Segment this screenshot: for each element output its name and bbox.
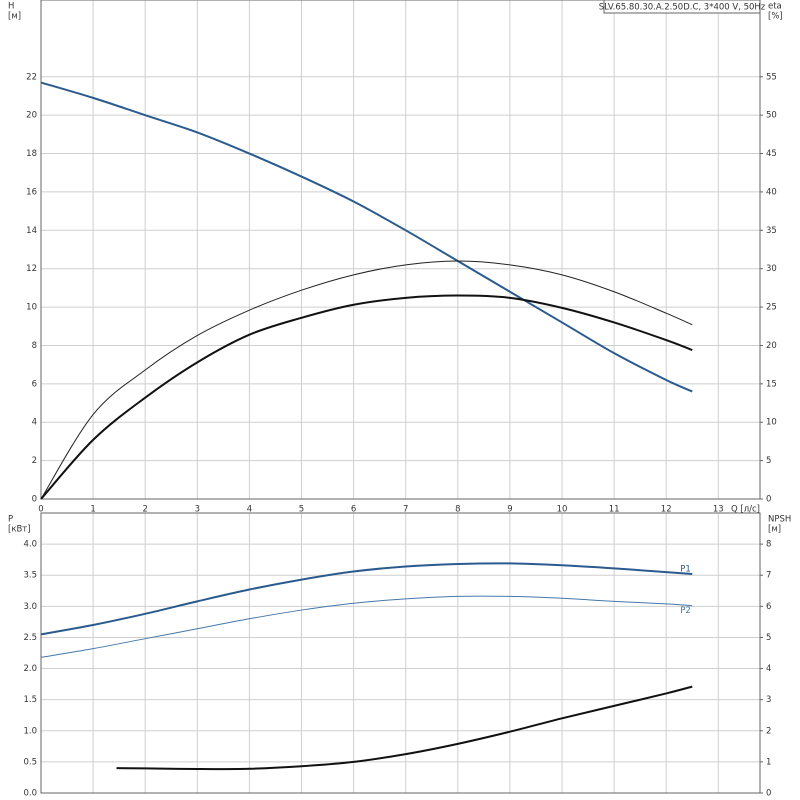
y-axis-unit: [м]: [8, 12, 21, 22]
y2-tick-label: 50: [766, 111, 777, 121]
y-tick-label: 22: [26, 72, 37, 82]
x-tick-label: 1: [90, 505, 95, 515]
plot-frame: [40, 512, 761, 794]
y-tick-label: 0: [32, 495, 37, 505]
x-tick-label: 3: [195, 505, 200, 515]
y-tick-label: 1.5: [23, 695, 37, 705]
y-tick-label: 0.5: [23, 757, 37, 767]
y2-axis-label: eta: [768, 2, 782, 12]
curve: [40, 260, 693, 500]
series-label: P1: [680, 564, 691, 574]
y-tick-label: 2.5: [23, 633, 37, 643]
x-axis-label: Q [л/с]: [731, 505, 760, 515]
y-tick-label: 6: [32, 379, 37, 389]
curve: [116, 685, 693, 771]
x-tick-label: 8: [455, 505, 460, 515]
title-box: [603, 0, 761, 14]
plot-frame: [40, 0, 761, 500]
chart-title: SLV.65.80.30.A.2.50D.C, 3*400 V, 50Hz: [599, 3, 766, 13]
y-tick-label: 12: [26, 264, 37, 274]
y2-tick-label: 55: [766, 72, 777, 82]
y2-tick-label: 3: [766, 695, 771, 705]
y2-tick-label: 45: [766, 149, 777, 159]
x-tick-label: 7: [403, 505, 408, 515]
y-tick-label: 3.5: [23, 571, 37, 581]
y2-tick-label: 0: [766, 495, 771, 505]
y-tick-label: 20: [26, 111, 37, 121]
curve: [40, 562, 693, 636]
y2-tick-label: 20: [766, 341, 777, 351]
y2-axis-label: NPSH: [768, 515, 791, 525]
x-tick-label: 4: [247, 505, 252, 515]
y2-tick-label: 40: [766, 187, 777, 197]
y-tick-label: 10: [26, 303, 37, 313]
y-tick-label: 0.0: [23, 789, 37, 799]
y2-tick-label: 5: [766, 633, 771, 643]
x-tick-label: 11: [609, 505, 620, 515]
x-tick-label: 12: [661, 505, 672, 515]
y-tick-label: 1.0: [23, 726, 37, 736]
x-tick-label: 5: [299, 505, 304, 515]
y-tick-label: 18: [26, 149, 37, 159]
y-tick-label: 4: [32, 418, 37, 428]
y2-axis-unit: [%]: [768, 12, 783, 22]
y-tick-label: 2.0: [23, 664, 37, 674]
y2-tick-label: 0: [766, 789, 771, 799]
y2-tick-label: 2: [766, 726, 771, 736]
x-tick-label: 6: [351, 505, 356, 515]
y2-tick-label: 15: [766, 379, 777, 389]
y-axis-label: H: [8, 2, 14, 12]
x-tick-label: 0: [38, 505, 43, 515]
x-tick-label: 10: [557, 505, 568, 515]
y2-tick-label: 4: [766, 664, 771, 674]
x-tick-label: 2: [142, 505, 147, 515]
y2-tick-label: 7: [766, 571, 771, 581]
curve: [40, 294, 693, 500]
y-axis-label: P: [8, 515, 13, 525]
y2-tick-label: 25: [766, 303, 777, 313]
y2-tick-label: 1: [766, 757, 771, 767]
y-tick-label: 14: [26, 226, 37, 236]
y-tick-label: 3.0: [23, 602, 37, 612]
x-tick-label: 13: [713, 505, 724, 515]
series-label: P2: [680, 606, 691, 616]
curve: [40, 595, 693, 658]
y2-tick-label: 10: [766, 418, 777, 428]
y2-tick-label: 6: [766, 602, 771, 612]
y2-axis-unit: [м]: [768, 525, 781, 535]
x-tick-label: 9: [507, 505, 512, 515]
y-tick-label: 4.0: [23, 540, 37, 550]
y-tick-label: 8: [32, 341, 37, 351]
y2-tick-label: 30: [766, 264, 777, 274]
y2-tick-label: 35: [766, 226, 777, 236]
y-axis-unit: [кВт]: [8, 525, 31, 535]
y2-tick-label: 8: [766, 540, 771, 550]
y2-tick-label: 5: [766, 456, 771, 466]
y-tick-label: 2: [32, 456, 37, 466]
curve: [40, 81, 693, 393]
y-tick-label: 16: [26, 187, 37, 197]
